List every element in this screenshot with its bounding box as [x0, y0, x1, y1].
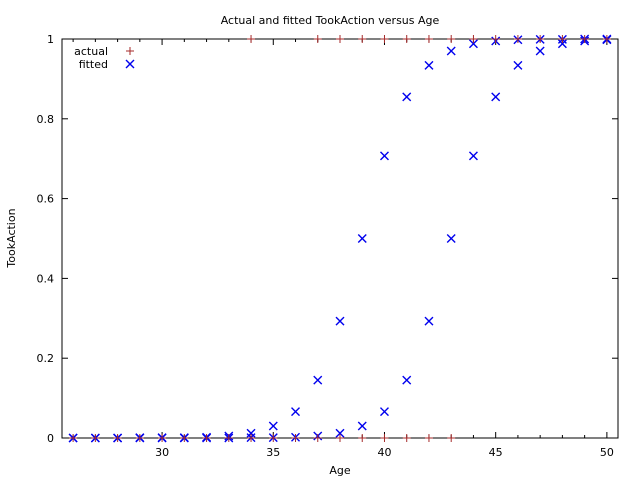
chart-title: Actual and fitted TookAction versus Age: [221, 14, 440, 27]
fitted-point: [446, 46, 456, 56]
actual-point: [358, 434, 367, 442]
actual-point: [336, 35, 344, 43]
actual-point: [91, 434, 100, 442]
fitted-point: [468, 39, 478, 49]
fitted-point: [535, 46, 545, 56]
fitted-point: [402, 375, 412, 385]
legend-marker-fitted: [125, 59, 135, 69]
x-tick-label: 45: [489, 446, 503, 459]
actual-point: [158, 434, 167, 442]
actual-point: [380, 35, 389, 43]
actual-point: [380, 434, 389, 442]
x-axis-label: Age: [329, 464, 351, 477]
actual-point: [402, 434, 411, 442]
y-tick-label: 0: [47, 432, 54, 445]
actual-point: [180, 434, 189, 442]
y-tick-label: 0.8: [37, 113, 55, 126]
actual-point: [469, 35, 478, 43]
fitted-point: [424, 316, 434, 326]
actual-point: [313, 434, 322, 442]
y-axis-label: TookAction: [5, 208, 18, 268]
actual-point: [202, 434, 211, 442]
plot-frame: [61, 38, 619, 439]
y-tick-label: 0.2: [37, 352, 55, 365]
legend-marker-actual: [126, 47, 134, 55]
actual-point: [424, 35, 433, 43]
actual-point: [491, 35, 500, 43]
x-axis: 30 35 40 45 50: [72, 39, 614, 459]
x-tick-label: 50: [600, 446, 614, 459]
fitted-point: [468, 151, 478, 161]
actual-point: [336, 434, 344, 442]
data-points: [68, 34, 612, 443]
y-tick-label: 1: [47, 33, 54, 46]
fitted-point: [379, 151, 389, 161]
actual-point: [602, 35, 611, 43]
fitted-point: [313, 375, 323, 385]
actual-point: [558, 35, 567, 43]
fitted-point: [357, 421, 367, 431]
fitted-point: [513, 60, 523, 70]
actual-point: [291, 434, 300, 442]
y-tick-label: 0.4: [37, 272, 55, 285]
x-tick-label: 30: [155, 446, 169, 459]
fitted-point: [335, 428, 345, 438]
fitted-point: [268, 421, 278, 431]
legend-label-fitted: fitted: [79, 58, 108, 71]
actual-point: [224, 434, 233, 442]
x-tick-label: 40: [377, 446, 391, 459]
actual-point: [69, 434, 78, 442]
x-tick-label: 35: [266, 446, 280, 459]
actual-point: [424, 434, 433, 442]
actual-point: [113, 434, 122, 442]
actual-point: [447, 434, 456, 442]
fitted-point: [424, 60, 434, 70]
fitted-point: [491, 92, 501, 102]
y-tick-label: 0.6: [37, 193, 55, 206]
actual-point: [358, 35, 367, 43]
actual-point: [402, 35, 411, 43]
fitted-point: [557, 39, 567, 49]
fitted-point: [446, 234, 456, 243]
fitted-point: [291, 407, 301, 417]
actual-point: [536, 35, 545, 43]
actual-point: [135, 434, 144, 442]
actual-point: [513, 35, 522, 43]
actual-point: [269, 434, 278, 442]
actual-point: [247, 434, 256, 442]
actual-point: [247, 35, 256, 43]
fitted-point: [402, 92, 412, 102]
actual-point: [580, 35, 589, 43]
actual-point: [447, 35, 456, 43]
fitted-point: [335, 316, 345, 326]
fitted-point: [379, 407, 389, 417]
y-axis: 0 0.2 0.4 0.6 0.8 1: [37, 33, 618, 445]
actual-point: [313, 35, 322, 43]
fitted-point: [357, 234, 367, 243]
legend-label-actual: actual: [74, 45, 108, 58]
